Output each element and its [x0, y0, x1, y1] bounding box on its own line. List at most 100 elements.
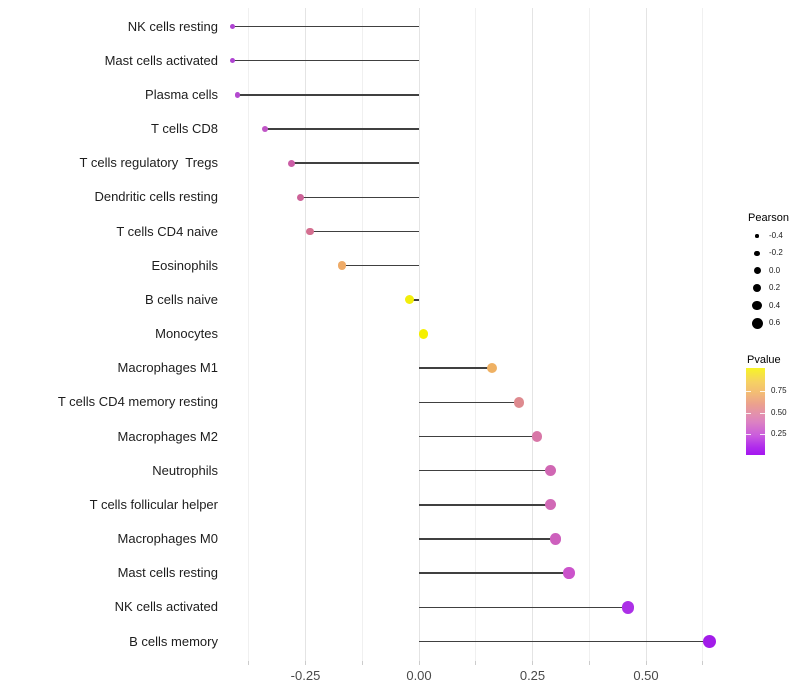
y-axis-label: Neutrophils — [152, 462, 218, 478]
lollipop-dot — [702, 634, 717, 649]
size-legend-dot — [752, 283, 762, 293]
lollipop-stem — [419, 606, 628, 609]
colorbar-tick — [760, 391, 765, 392]
colorbar-tick — [746, 412, 751, 414]
lollipop-dot — [261, 126, 268, 132]
size-legend-dot — [753, 267, 761, 275]
size-legend-label: 0.0 — [769, 265, 781, 275]
y-axis-label: Plasma cells — [145, 86, 218, 102]
y-axis-label: B cells naive — [145, 291, 218, 307]
lollipop-dot — [418, 329, 429, 339]
y-axis-label: T cells regulatory Tregs — [79, 155, 218, 171]
lollipop-stem — [264, 128, 419, 130]
gridline-major — [532, 8, 533, 661]
y-axis-label: T cells CD4 memory resting — [57, 394, 218, 410]
lollipop-stem — [419, 572, 569, 574]
axis-tick — [361, 661, 363, 665]
y-axis-label: NK cells activated — [114, 599, 218, 615]
lollipop-dot — [306, 227, 314, 236]
y-axis-label: T cells CD8 — [151, 121, 218, 136]
x-axis-tick-label: -0.25 — [290, 668, 321, 683]
lollipop-stem — [419, 640, 710, 643]
axis-tick — [305, 661, 306, 665]
colorbar-tick — [760, 412, 765, 414]
x-axis-tick-label: 0.00 — [406, 668, 432, 683]
lollipop-dot — [297, 193, 305, 201]
lollipop-dot — [230, 58, 236, 64]
y-axis-label: NK cells resting — [127, 18, 218, 34]
colorbar-gradient — [746, 368, 765, 455]
lollipop-dot — [513, 397, 525, 408]
size-legend-dot — [754, 250, 760, 257]
y-axis-label: T cells CD4 naive — [116, 223, 218, 239]
lollipop-dot — [621, 601, 634, 614]
lollipop-stem — [291, 162, 419, 164]
axis-tick — [702, 661, 704, 665]
gridline-minor — [475, 8, 477, 661]
lollipop-stem — [341, 264, 419, 267]
size-legend-title: Pearson — [748, 212, 789, 224]
axis-tick — [588, 661, 590, 665]
colorbar-tick-label: 0.75 — [771, 386, 787, 395]
lollipop-dot — [337, 261, 347, 270]
lollipop-stem — [300, 196, 419, 199]
gridline-major — [305, 8, 306, 661]
size-legend-label: -0.4 — [769, 231, 783, 240]
lollipop-dot — [549, 533, 561, 545]
axis-tick — [645, 661, 647, 665]
size-legend-label: 0.2 — [769, 283, 781, 293]
lollipop-stem — [232, 25, 419, 28]
axis-tick — [418, 661, 420, 665]
colorbar-tick — [746, 391, 751, 392]
size-legend-dot — [752, 300, 762, 311]
axis-tick — [532, 661, 533, 665]
x-axis-tick-label: 0.25 — [519, 668, 546, 683]
y-axis-label: Eosinophils — [151, 257, 219, 273]
size-legend-dot — [755, 234, 759, 238]
lollipop-dot — [531, 431, 543, 442]
x-axis-tick-label: 0.50 — [633, 668, 659, 683]
size-legend-label: 0.4 — [769, 300, 781, 310]
colorbar-tick-label: 0.25 — [771, 429, 787, 438]
colorbar-legend-title: Pvalue — [747, 354, 781, 366]
gridline-minor — [702, 8, 704, 661]
y-axis-label: Dendritic cells resting — [94, 189, 218, 205]
lollipop-dot — [545, 465, 557, 477]
y-axis-label: Monocytes — [155, 326, 218, 342]
lollipop-stem — [409, 299, 419, 301]
lollipop-stem — [310, 230, 419, 233]
y-axis-label: Macrophages M1 — [117, 360, 218, 376]
size-legend-label: 0.6 — [769, 318, 781, 327]
colorbar-tick-label: 0.50 — [771, 407, 787, 417]
lollipop-dot — [563, 567, 575, 579]
y-axis-label: Mast cells activated — [104, 52, 218, 68]
gridline-major — [645, 8, 647, 661]
y-axis-label: Macrophages M0 — [117, 531, 218, 547]
lollipop-stem — [237, 94, 419, 96]
size-legend-dot — [751, 317, 763, 329]
y-axis-label: Mast cells resting — [117, 565, 218, 581]
colorbar-tick — [746, 434, 751, 435]
axis-tick — [475, 661, 477, 665]
gridline-minor — [588, 8, 590, 661]
lollipop-stem — [419, 435, 538, 438]
y-axis-label: T cells follicular helper — [89, 496, 218, 512]
lollipop-stem — [419, 469, 551, 472]
lollipop-dot — [234, 92, 241, 98]
gridline-minor — [361, 8, 363, 661]
lollipop-dot — [545, 499, 557, 511]
lollipop-stem — [419, 504, 551, 506]
lollipop-dot — [230, 24, 236, 29]
lollipop-stem — [232, 59, 419, 62]
size-legend-label: -0.2 — [769, 248, 783, 258]
lollipop-stem — [419, 538, 556, 540]
lollipop-dot — [486, 363, 497, 374]
lollipop-stem — [419, 367, 492, 369]
lollipop-stem — [419, 401, 519, 404]
y-axis-label: Macrophages M2 — [117, 428, 218, 444]
colorbar-tick — [760, 434, 765, 435]
lollipop-dot — [288, 159, 296, 167]
y-axis-label: B cells memory — [129, 633, 218, 649]
axis-tick — [248, 661, 250, 665]
